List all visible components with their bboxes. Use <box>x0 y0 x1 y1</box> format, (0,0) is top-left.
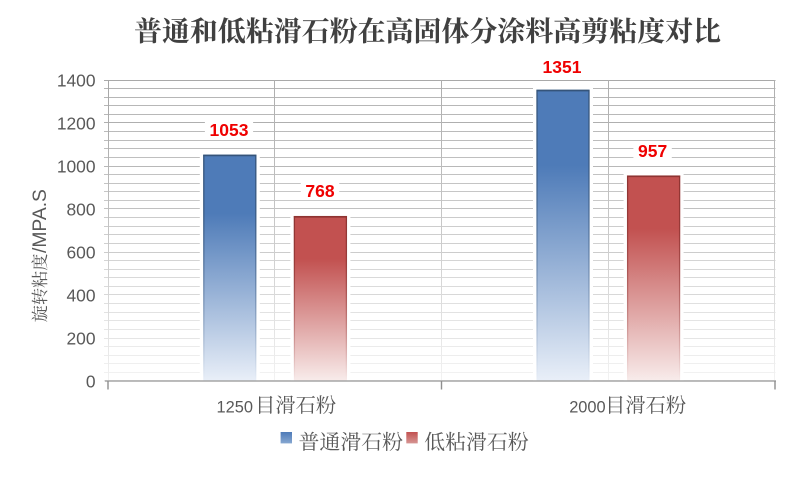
svg-text:/MPA.S: /MPA.S <box>30 189 51 253</box>
svg-text:768: 768 <box>305 181 334 201</box>
svg-text:1400: 1400 <box>57 70 96 90</box>
svg-text:2000: 2000 <box>569 398 605 416</box>
svg-text:1250: 1250 <box>217 398 253 416</box>
svg-text:400: 400 <box>66 285 95 305</box>
svg-text:1000: 1000 <box>57 156 96 176</box>
svg-text:957: 957 <box>638 141 667 161</box>
svg-text:1053: 1053 <box>210 120 249 140</box>
svg-text:600: 600 <box>66 242 95 262</box>
svg-text:200: 200 <box>66 328 95 348</box>
svg-text:1200: 1200 <box>57 113 96 133</box>
svg-text:1351: 1351 <box>543 57 582 77</box>
svg-text:0: 0 <box>86 371 96 391</box>
svg-text:800: 800 <box>66 199 95 219</box>
